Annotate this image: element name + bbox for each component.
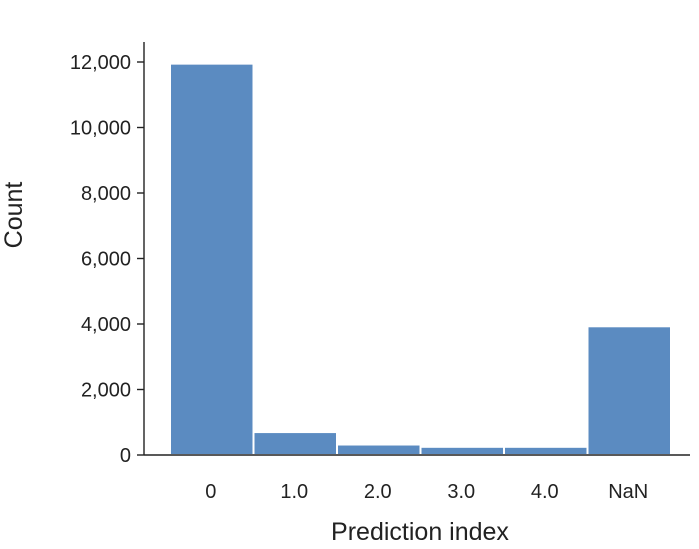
y-tick-label: 6,000 xyxy=(81,249,131,271)
y-tick-label: 10,000 xyxy=(70,118,131,140)
y-tick-label: 2,000 xyxy=(81,380,131,402)
bar-4.0 xyxy=(503,445,589,456)
bars-group xyxy=(169,62,672,457)
x-axis: 0 1.0 2.0 3.0 4.0 NaN xyxy=(144,454,690,503)
x-tick-label-1.0: 1.0 xyxy=(280,481,308,503)
x-tick-label-0: 0 xyxy=(205,481,216,503)
x-tick-label-2.0: 2.0 xyxy=(364,481,392,503)
x-tick-label-3.0: 3.0 xyxy=(447,481,475,503)
bar-0 xyxy=(169,62,255,456)
y-axis: 0 2,000 4,000 6,000 8,000 10,000 12,000 xyxy=(70,42,145,467)
y-tick-label: 4,000 xyxy=(81,314,131,336)
y-tick-label: 12,000 xyxy=(70,52,131,74)
x-axis-title: Prediction index xyxy=(331,518,509,546)
y-tick-label: 0 xyxy=(120,445,131,467)
x-tick-label-4.0: 4.0 xyxy=(531,481,559,503)
bar-NaN xyxy=(586,325,672,457)
y-tick-label: 8,000 xyxy=(81,183,131,205)
bar-1.0 xyxy=(252,431,338,457)
y-axis-title: Count xyxy=(0,182,28,249)
x-tick-label-NaN: NaN xyxy=(608,481,648,503)
bar-3.0 xyxy=(419,445,505,456)
bar-2.0 xyxy=(336,443,422,456)
